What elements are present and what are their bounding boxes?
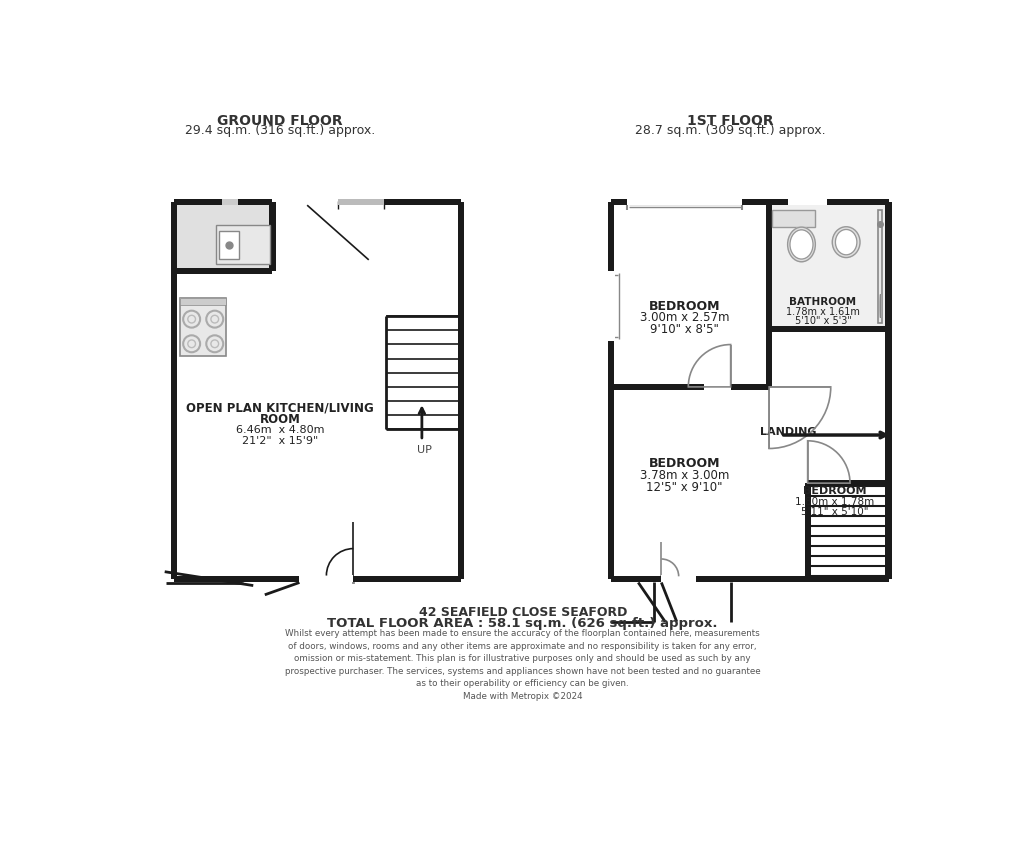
Text: BEDROOM: BEDROOM <box>648 457 719 470</box>
Bar <box>177 205 269 269</box>
Bar <box>771 205 884 326</box>
Text: 42 SEAFIELD CLOSE SEAFORD: 42 SEAFIELD CLOSE SEAFORD <box>418 606 627 620</box>
Ellipse shape <box>832 227 859 258</box>
Bar <box>384 199 461 205</box>
Text: TOTAL FLOOR AREA : 58.1 sq.m. (626 sq.ft.) approx.: TOTAL FLOOR AREA : 58.1 sq.m. (626 sq.ft… <box>327 617 717 630</box>
Text: 5'11" x 5'10": 5'11" x 5'10" <box>800 507 867 517</box>
Bar <box>174 576 461 582</box>
Bar <box>703 383 730 390</box>
Bar <box>216 225 270 264</box>
Text: BATHROOM: BATHROOM <box>789 298 856 307</box>
Bar <box>807 480 888 486</box>
Bar <box>180 298 226 356</box>
Ellipse shape <box>787 227 814 262</box>
Bar <box>771 210 814 227</box>
Text: 12'5" x 9'10": 12'5" x 9'10" <box>646 480 722 494</box>
Bar <box>337 199 384 205</box>
Bar <box>804 483 810 580</box>
Text: Whilst every attempt has been made to ensure the accuracy of the floorplan conta: Whilst every attempt has been made to en… <box>284 630 760 701</box>
Bar <box>768 326 888 332</box>
Text: OPEN PLAN KITCHEN/LIVING: OPEN PLAN KITCHEN/LIVING <box>186 402 374 415</box>
Ellipse shape <box>835 230 856 255</box>
Bar <box>177 269 272 275</box>
Bar <box>660 575 695 582</box>
Text: 3.00m x 2.57m: 3.00m x 2.57m <box>639 311 729 324</box>
Bar <box>626 198 742 205</box>
Bar <box>610 576 888 582</box>
Bar <box>653 583 730 633</box>
Bar <box>180 298 226 304</box>
Bar <box>237 199 272 205</box>
Bar <box>610 199 888 205</box>
Text: 21'2"  x 15'9": 21'2" x 15'9" <box>242 436 318 445</box>
Ellipse shape <box>789 230 812 259</box>
Bar <box>171 202 177 580</box>
Text: 1.78m x 1.61m: 1.78m x 1.61m <box>786 307 859 317</box>
Text: 5'10" x 5'3": 5'10" x 5'3" <box>794 316 851 326</box>
Bar <box>216 225 270 264</box>
Text: 6.46m  x 4.80m: 6.46m x 4.80m <box>235 425 324 435</box>
Bar <box>242 580 353 595</box>
Bar <box>177 205 272 271</box>
Bar <box>613 205 884 576</box>
Bar <box>771 210 814 227</box>
Bar <box>607 202 613 580</box>
Bar <box>765 202 771 387</box>
Bar <box>222 199 237 205</box>
Text: 29.4 sq.m. (316 sq.ft.) approx.: 29.4 sq.m. (316 sq.ft.) approx. <box>184 123 375 137</box>
Text: BEDROOM: BEDROOM <box>802 486 865 496</box>
Bar <box>458 202 464 580</box>
Bar <box>337 199 384 205</box>
Bar <box>174 199 222 205</box>
Text: ROOM: ROOM <box>260 413 301 426</box>
Bar <box>884 202 891 580</box>
Bar <box>607 271 614 341</box>
Bar <box>177 205 458 576</box>
Bar <box>610 384 703 390</box>
Bar <box>788 198 826 205</box>
Text: LANDING: LANDING <box>759 427 816 437</box>
Bar <box>300 575 353 582</box>
Text: 3.78m x 3.00m: 3.78m x 3.00m <box>639 469 729 482</box>
Bar <box>219 231 239 259</box>
Text: 28.7 sq.m. (309 sq.ft.) approx.: 28.7 sq.m. (309 sq.ft.) approx. <box>635 123 825 137</box>
Text: 1ST FLOOR: 1ST FLOOR <box>687 114 773 128</box>
Bar <box>216 225 270 264</box>
Text: UP: UP <box>417 445 431 455</box>
Bar <box>877 210 881 323</box>
Bar <box>730 384 768 390</box>
Text: GROUND FLOOR: GROUND FLOOR <box>217 114 342 128</box>
Bar <box>180 298 226 304</box>
Bar <box>269 202 275 271</box>
Text: 1.80m x 1.78m: 1.80m x 1.78m <box>794 496 873 507</box>
Text: BEDROOM: BEDROOM <box>648 299 719 313</box>
Text: 9'10" x 8'5": 9'10" x 8'5" <box>649 323 718 336</box>
